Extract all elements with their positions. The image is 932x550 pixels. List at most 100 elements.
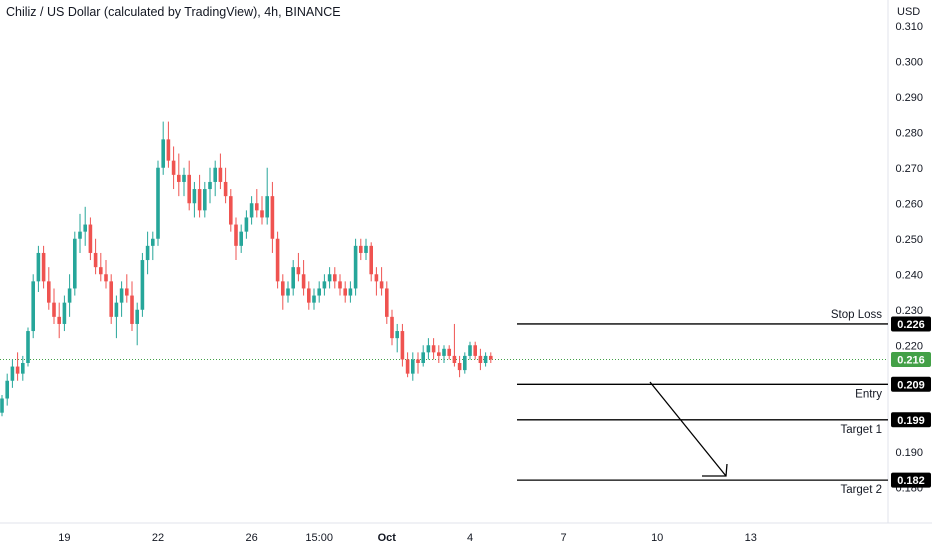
candle-body (255, 203, 259, 211)
candle-body (468, 345, 472, 356)
candle-body (218, 167, 223, 182)
price-tick-label: 0.260 (895, 198, 923, 210)
candle-body (62, 302, 67, 324)
candle-body (483, 355, 488, 363)
candle-body (390, 316, 394, 339)
level-label: Target 2 (840, 484, 882, 496)
candle-body (47, 281, 51, 303)
candle-body (275, 238, 280, 282)
candle-body (114, 302, 119, 317)
candle-body (229, 196, 233, 225)
candle-body (473, 345, 477, 356)
time-axis[interactable]: 19 22 26 15:00 Oct 4 7 10 13 (58, 532, 757, 544)
candle-body (296, 267, 301, 275)
candle-body (301, 274, 306, 289)
price-tick-label: 0.310 (895, 21, 923, 33)
candle-body (182, 174, 186, 182)
candle-body (338, 281, 342, 289)
candle-body (109, 281, 113, 317)
candles (0, 121, 493, 417)
chart-title: Chiliz / US Dollar (calculated by Tradin… (6, 5, 341, 19)
candle-body (416, 359, 420, 363)
price-tick-label: 0.190 (895, 447, 923, 459)
candle-body (203, 189, 207, 211)
candle-body (161, 139, 165, 168)
candle-body (359, 245, 363, 253)
candle-body (281, 281, 285, 296)
candle-body (260, 210, 264, 218)
candle-body (333, 274, 337, 282)
price-tick-label: 0.220 (895, 340, 923, 352)
time-tick-label: 22 (152, 532, 164, 544)
time-tick-label: 15:00 (305, 532, 333, 544)
candle-body (0, 398, 4, 413)
candle-body (213, 167, 217, 182)
candle-body (286, 288, 290, 296)
candle-body (36, 252, 41, 282)
candle-body (317, 288, 321, 296)
candle-body (489, 355, 493, 360)
candle-body (171, 160, 176, 175)
level-price-box (891, 376, 931, 392)
candle-body (31, 281, 35, 332)
price-tick-label: 0.240 (895, 269, 923, 281)
candle-body (442, 348, 446, 356)
candle-body (151, 238, 155, 246)
candle-body (379, 281, 384, 289)
candle-body (156, 167, 160, 239)
candle-body (10, 366, 15, 381)
candle-body (374, 274, 379, 282)
candle-body (463, 355, 467, 371)
time-tick-label: Oct (378, 532, 397, 544)
trend-arrow[interactable] (649, 381, 728, 477)
candle-body (208, 181, 212, 190)
level-price-box (891, 472, 931, 488)
price-tick-label: 0.290 (895, 92, 923, 104)
candle-body (41, 252, 46, 282)
candle-body (400, 331, 405, 360)
candle-body (119, 288, 124, 303)
candle-body (411, 359, 415, 374)
candle-body (177, 174, 181, 182)
price-tick-label: 0.300 (895, 56, 923, 68)
time-tick-label: 4 (467, 532, 473, 544)
candle-body (457, 363, 462, 371)
trade-levels[interactable]: Stop Loss 0.226 Entry 0.209 Target 1 0.199 Tar… (517, 309, 931, 496)
arrow-shaft (649, 381, 727, 477)
candle-body (353, 245, 358, 289)
candle-body (166, 139, 171, 161)
arrow-head (702, 463, 728, 477)
time-tick-label: 7 (561, 532, 567, 544)
candle-body (343, 288, 347, 296)
candle-body (421, 352, 425, 363)
candle-body (307, 288, 311, 303)
candle-body (452, 355, 457, 363)
candle-body (125, 288, 129, 296)
candle-body (5, 380, 9, 399)
candle-body (135, 309, 139, 324)
time-tick-label: 19 (58, 532, 70, 544)
candle-body (104, 274, 108, 282)
level-price-value: 0.226 (897, 319, 925, 331)
candle-body (431, 345, 436, 353)
candle-body (348, 288, 353, 296)
current-price-box (891, 351, 931, 367)
candle-body (327, 274, 332, 282)
candle-body (130, 295, 134, 324)
candle-body (57, 316, 61, 324)
candle-body (405, 359, 410, 374)
candle-body (234, 224, 238, 246)
candle-body (244, 217, 249, 232)
candle-body (369, 245, 373, 275)
time-tick-label: 26 (245, 532, 257, 544)
price-tick-label: 0.250 (895, 234, 923, 246)
candle-body (385, 288, 389, 317)
currency-label: USD (897, 6, 921, 18)
candle-body (52, 302, 56, 317)
candle-body (223, 181, 228, 197)
candle-body (26, 331, 30, 363)
level-label: Stop Loss (831, 309, 882, 321)
price-tick-label: 0.230 (895, 305, 923, 317)
level-price-value: 0.199 (897, 415, 925, 427)
